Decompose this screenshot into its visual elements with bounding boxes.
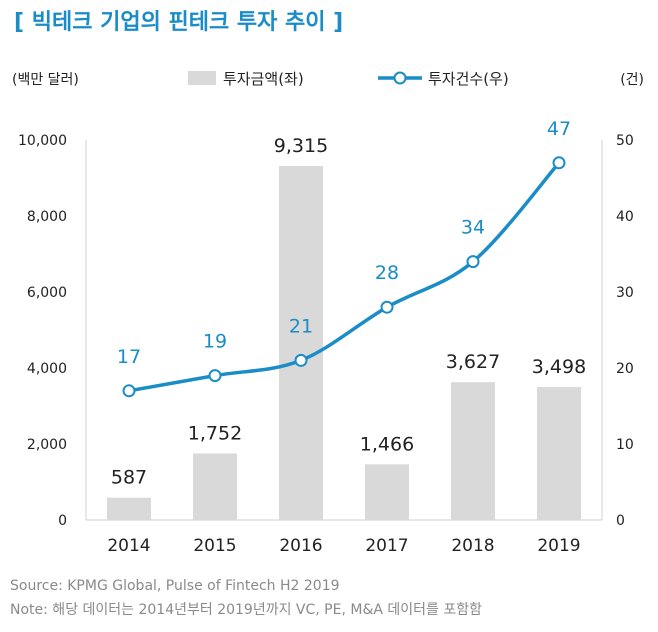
line-point <box>552 156 566 170</box>
axes: (백만 달러) (건) 0 2,000 4,000 6,000 8,000 10,000 0 10… <box>12 72 644 556</box>
left-tick-label: 0 <box>58 513 67 529</box>
right-tick-label: 30 <box>616 285 634 301</box>
bar-value-label: 1,466 <box>360 433 414 455</box>
line-point <box>294 353 308 367</box>
bar <box>365 464 409 520</box>
left-tick-label: 8,000 <box>27 209 67 225</box>
line-value-label: 28 <box>375 262 399 284</box>
bar-value-label: 1,752 <box>188 422 242 444</box>
x-tick-label: 2019 <box>537 536 580 556</box>
legend: 투자금액(좌) 투자건수(우) <box>188 70 509 88</box>
line-point <box>122 384 136 398</box>
line-value-label: 21 <box>289 315 313 337</box>
legend-line-label: 투자건수(우) <box>428 70 509 88</box>
left-axis-unit-label: (백만 달러) <box>12 72 79 88</box>
right-axis-unit-label: (건) <box>620 72 644 88</box>
line-value-label: 19 <box>203 331 227 353</box>
right-tick-label: 20 <box>616 361 634 377</box>
bar <box>279 166 323 520</box>
line-value-label: 17 <box>117 346 141 368</box>
chart-title: [ 빅테크 기업의 핀테크 투자 추이 ] <box>14 10 344 35</box>
bar <box>107 497 151 520</box>
source-note: Source: KPMG Global, Pulse of Fintech H2… <box>10 578 340 594</box>
left-tick-label: 10,000 <box>18 133 67 149</box>
footnote: Note: 해당 데이터는 2014년부터 2019년까지 VC, PE, M&… <box>10 602 483 618</box>
bar <box>193 453 237 520</box>
bars <box>107 166 581 520</box>
line-series <box>122 156 566 398</box>
bar <box>537 387 581 520</box>
line-value-label: 34 <box>461 217 485 239</box>
legend-line-marker <box>393 71 407 85</box>
bar-value-label: 3,498 <box>532 356 586 378</box>
x-tick-label: 2014 <box>107 536 150 556</box>
right-tick-label: 50 <box>616 133 634 149</box>
legend-bar-swatch <box>188 71 216 85</box>
right-tick-label: 40 <box>616 209 634 225</box>
left-tick-label: 2,000 <box>27 437 67 453</box>
x-tick-label: 2017 <box>365 536 408 556</box>
x-tick-label: 2016 <box>279 536 322 556</box>
bar-value-label: 587 <box>111 467 147 489</box>
line-point <box>466 255 480 269</box>
bar <box>451 382 495 520</box>
bar-value-label: 9,315 <box>274 135 328 157</box>
x-tick-label: 2015 <box>193 536 236 556</box>
x-tick-label: 2018 <box>451 536 494 556</box>
bar-value-label: 3,627 <box>446 351 500 373</box>
line-point <box>380 300 394 314</box>
left-tick-label: 4,000 <box>27 361 67 377</box>
data-labels: 587 1,752 9,315 1,466 3,627 3,498 17 19 21 28 34 47 <box>111 118 586 489</box>
line-value-label: 47 <box>547 118 571 140</box>
left-tick-label: 6,000 <box>27 285 67 301</box>
legend-bar-label: 투자금액(좌) <box>223 70 304 88</box>
right-tick-label: 10 <box>616 437 634 453</box>
line-point <box>208 369 222 383</box>
right-tick-label: 0 <box>616 513 625 529</box>
